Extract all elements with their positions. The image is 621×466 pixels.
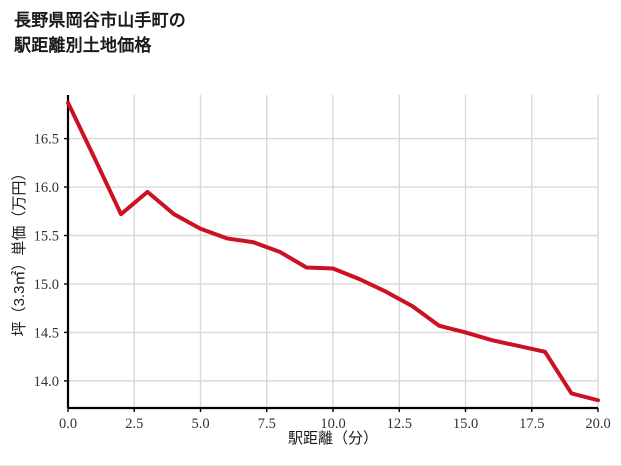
chart-title-text: 長野県岡谷市山手町の 駅距離別土地価格 — [14, 11, 186, 55]
chart-title: 長野県岡谷市山手町の 駅距離別土地価格 — [14, 8, 574, 58]
y-tick-label: 14.5 — [34, 325, 59, 341]
x-tick-label: 10.0 — [320, 416, 345, 432]
price-line-series — [66, 100, 600, 403]
x-tick-label: 20.0 — [585, 416, 610, 432]
gridlines — [68, 95, 599, 408]
y-tick-label: 14.0 — [34, 374, 59, 390]
x-tick-label: 5.0 — [191, 416, 209, 432]
x-tick-label: 15.0 — [453, 416, 478, 432]
x-tick-label: 7.5 — [258, 416, 276, 432]
x-axis-title: 駅距離（分） — [288, 429, 378, 447]
y-tick-labels: 14.0 14.5 15.0 15.5 16.0 16.5 — [34, 132, 68, 390]
x-tick-label: 0.0 — [59, 416, 77, 432]
x-tick-label: 12.5 — [387, 416, 412, 432]
y-tick-label: 16.0 — [34, 180, 59, 196]
y-tick-label: 16.5 — [34, 132, 59, 148]
y-axis-title: 坪（3.3㎡）単価（万円） — [11, 166, 28, 337]
x-tick-label: 17.5 — [519, 416, 544, 432]
y-tick-label: 15.0 — [34, 277, 59, 293]
x-tick-label: 2.5 — [125, 416, 143, 432]
y-tick-label: 15.5 — [34, 229, 59, 245]
x-tick-labels: 0.0 2.5 5.0 7.5 10.0 12.5 15.0 17.5 20.0 — [59, 408, 611, 432]
